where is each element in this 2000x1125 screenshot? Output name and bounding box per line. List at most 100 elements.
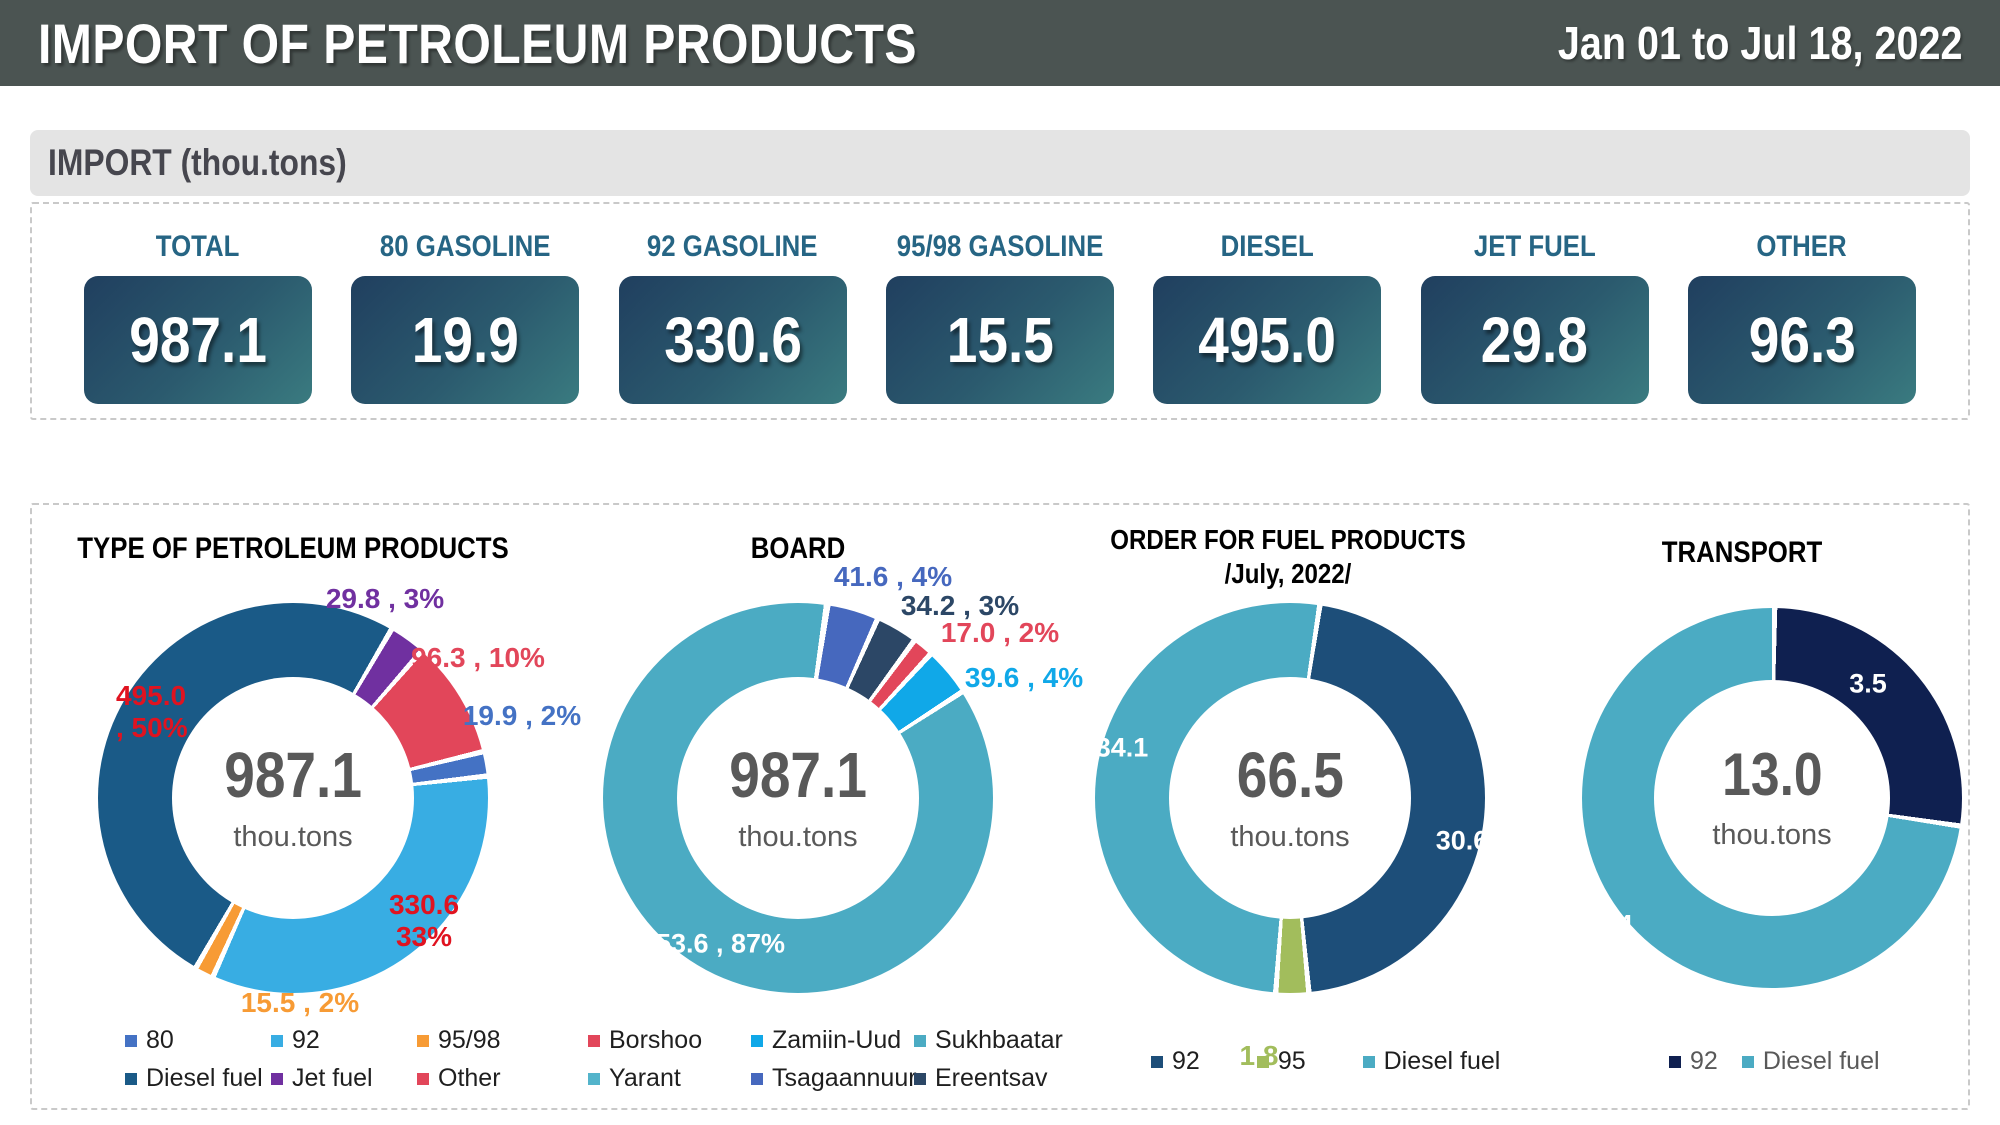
legend-item-ereentsav[interactable]: Ereentsav — [914, 1064, 1063, 1093]
kpi-9598-gasoline: 95/98 GASOLINE 15.5 — [885, 230, 1114, 404]
data-label-sukhbaatar: 853.6 , 87% — [640, 928, 786, 959]
swatch-order-diesel — [1362, 1055, 1375, 1068]
kpi-jet-fuel-label: JET FUEL — [1473, 230, 1596, 263]
legend-item-borshoo[interactable]: Borshoo — [588, 1026, 751, 1055]
kpi-diesel-value: 495.0 — [1198, 304, 1337, 376]
page-title: IMPORT OF PETROLEUM PRODUCTS — [38, 11, 917, 75]
data-label-borshoo: 17.0 , 2% — [940, 616, 1060, 648]
donut-transport[interactable]: 13.0 thou.tons — [1582, 608, 1962, 988]
kpi-total-value: 987.1 — [129, 304, 267, 376]
data-label-92: 330.6 33% — [388, 888, 460, 952]
swatch-transport-92 — [1669, 1055, 1681, 1068]
swatch-transport-diesel — [1741, 1055, 1754, 1068]
kpi-9598-gasoline-card[interactable]: 15.5 — [885, 276, 1114, 404]
legend-item-diesel-fuel[interactable]: Diesel fuel — [125, 1064, 271, 1093]
swatch-sukhbaatar — [914, 1034, 926, 1047]
data-label-jet-fuel: 29.8 , 3% — [325, 582, 445, 614]
kpi-92-gasoline: 92 GASOLINE 330.6 — [618, 230, 847, 404]
data-label-tsagaannuur: 41.6 , 4% — [833, 560, 953, 592]
kpi-diesel-card[interactable]: 495.0 — [1153, 276, 1382, 404]
donut-type-of-petroleum-products[interactable]: 987.1 thou.tons — [98, 603, 488, 993]
kpi-9598-gasoline-value: 15.5 — [946, 304, 1054, 376]
legend-item-other[interactable]: Other — [417, 1064, 501, 1093]
swatch-80 — [125, 1034, 137, 1047]
legend-item-tsagaannuur[interactable]: Tsagaannuur — [751, 1064, 917, 1093]
charts-panel — [30, 503, 1970, 1110]
legend-item-zamiin-uud[interactable]: Zamiin-Uud — [751, 1026, 914, 1055]
legend-order: 92 95 Diesel fuel — [1151, 1047, 1500, 1076]
data-label-zamiin-uud: 39.6 , 4% — [964, 661, 1084, 693]
data-label-other: 96.3 , 10% — [411, 641, 545, 673]
chart-title-type: TYPE OF PETROLEUM PRODUCTS — [77, 532, 509, 565]
kpi-92-gasoline-value: 330.6 — [663, 304, 802, 376]
kpi-80-gasoline: 80 GASOLINE 19.9 — [351, 230, 580, 404]
data-label-transport-diesel: 9.4 — [1595, 909, 1633, 940]
chart-subtitle-order: /July, 2022/ — [1224, 558, 1352, 589]
legend-item-order-diesel[interactable]: Diesel fuel — [1362, 1047, 1500, 1076]
kpi-jet-fuel-value: 29.8 — [1481, 304, 1589, 376]
donut-board[interactable]: 987.1 thou.tons — [603, 603, 993, 993]
kpi-other-value: 96.3 — [1748, 304, 1856, 376]
swatch-diesel-fuel — [125, 1072, 137, 1085]
swatch-jet-fuel — [271, 1072, 283, 1085]
kpi-panel: TOTAL 987.1 80 GASOLINE 19.9 92 GASOLINE… — [30, 202, 1970, 420]
data-label-transport-92: 3.5 — [1849, 668, 1887, 699]
legend-item-transport-diesel[interactable]: Diesel fuel — [1741, 1047, 1880, 1076]
kpi-92-gasoline-label: 92 GASOLINE — [647, 230, 818, 263]
chart-title-board: BOARD — [750, 532, 846, 565]
kpi-other: OTHER 96.3 — [1687, 230, 1916, 404]
swatch-tsagaannuur — [751, 1072, 763, 1085]
donut-board-center: 987.1 thou.tons — [729, 738, 867, 853]
section-title-bar: IMPORT (thou.tons) — [30, 130, 1970, 196]
section-title: IMPORT (thou.tons) — [48, 142, 347, 183]
swatch-yarant — [588, 1072, 600, 1085]
chart-title-order: ORDER FOR FUEL PRODUCTS — [1110, 524, 1466, 555]
donut-type-center: 987.1 thou.tons — [224, 738, 362, 853]
swatch-ereentsav — [914, 1072, 926, 1085]
data-label-9598: 15.5 , 2% — [240, 986, 360, 1018]
data-label-order-diesel: 34.1 — [1095, 732, 1149, 763]
legend-item-sukhbaatar[interactable]: Sukhbaatar — [914, 1026, 1063, 1055]
swatch-9598 — [417, 1034, 429, 1047]
legend-board: Borshoo Zamiin-Uud Sukhbaatar Yarant Tsa… — [588, 1026, 1063, 1093]
kpi-diesel: DIESEL 495.0 — [1153, 230, 1382, 404]
legend-item-92[interactable]: 92 — [271, 1026, 417, 1055]
legend-item-jet-fuel[interactable]: Jet fuel — [271, 1064, 417, 1093]
donut-transport-center: 13.0 thou.tons — [1712, 740, 1832, 851]
kpi-80-gasoline-card[interactable]: 19.9 — [351, 276, 580, 404]
kpi-other-label: OTHER — [1756, 230, 1848, 263]
kpi-9598-gasoline-label: 95/98 GASOLINE — [896, 230, 1104, 263]
legend-item-transport-92[interactable]: 92 — [1669, 1047, 1718, 1076]
kpi-80-gasoline-value: 19.9 — [411, 304, 519, 376]
swatch-zamiin-uud — [751, 1034, 763, 1047]
swatch-92 — [271, 1034, 283, 1047]
legend-item-yarant[interactable]: Yarant — [588, 1064, 751, 1093]
legend-item-order-95[interactable]: 95 — [1256, 1047, 1306, 1076]
kpi-total-card[interactable]: 987.1 — [84, 276, 312, 404]
chart-title-transport: TRANSPORT — [1661, 536, 1823, 569]
kpi-total-label: TOTAL — [156, 230, 240, 263]
kpi-92-gasoline-card[interactable]: 330.6 — [618, 276, 847, 404]
data-label-ereentsav: 34.2 , 3% — [900, 589, 1020, 621]
kpi-diesel-label: DIESEL — [1220, 230, 1314, 263]
swatch-order-92 — [1151, 1055, 1163, 1068]
data-label-order-92: 30.6 — [1435, 825, 1489, 856]
legend-item-80[interactable]: 80 — [125, 1026, 271, 1055]
kpi-jet-fuel-card[interactable]: 29.8 — [1420, 276, 1649, 404]
swatch-order-95 — [1256, 1055, 1269, 1068]
legend-item-order-92[interactable]: 92 — [1151, 1047, 1200, 1076]
data-label-diesel: 495.0 , 50% — [116, 679, 188, 743]
kpi-total: TOTAL 987.1 — [84, 230, 312, 404]
header-bar: IMPORT OF PETROLEUM PRODUCTS Jan 01 to J… — [0, 0, 2000, 86]
donut-order-center: 66.5 thou.tons — [1230, 738, 1350, 853]
legend-transport: 92 Diesel fuel — [1669, 1047, 1880, 1076]
kpi-other-card[interactable]: 96.3 — [1687, 276, 1916, 404]
date-range: Jan 01 to Jul 18, 2022 — [1557, 17, 1962, 69]
swatch-borshoo — [588, 1034, 600, 1047]
legend-item-9598[interactable]: 95/98 — [417, 1026, 501, 1055]
donut-order-for-fuel-products[interactable]: 66.5 thou.tons — [1095, 603, 1485, 993]
kpi-jet-fuel: JET FUEL 29.8 — [1420, 230, 1649, 404]
data-label-80: 19.9 , 2% — [462, 699, 582, 731]
swatch-other — [417, 1072, 429, 1085]
legend-type-of-petroleum-products: 80 92 95/98 Diesel fuel Jet fuel Other — [125, 1026, 501, 1093]
